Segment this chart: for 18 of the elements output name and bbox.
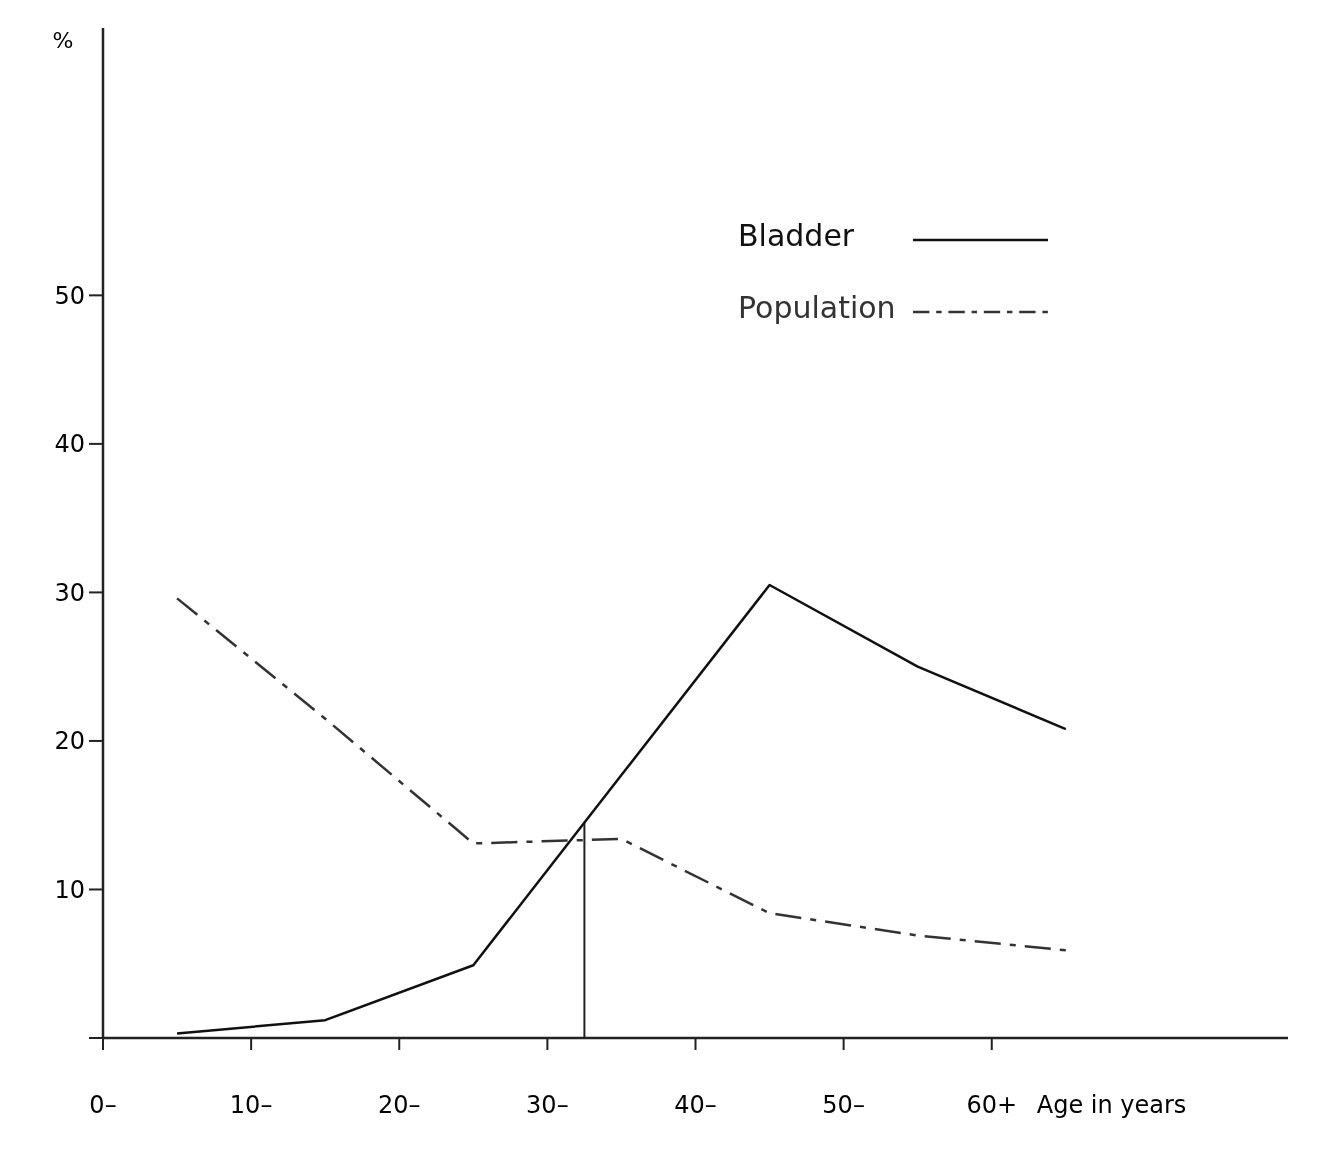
legend-label: Bladder: [738, 218, 855, 253]
x-tick-label: 50–: [822, 1091, 865, 1119]
y-tick-label: 50: [54, 281, 85, 310]
legend-label: Population: [738, 290, 896, 325]
x-tick-label: 20–: [377, 1091, 421, 1119]
x-axis-title: Age in years: [1036, 1091, 1187, 1119]
y-axis-title: %: [52, 28, 74, 53]
y-tick-label: 40: [54, 430, 85, 459]
line-series: [175, 597, 1068, 952]
x-tick-label: 0–: [89, 1091, 117, 1119]
y-tick-label: 30: [54, 578, 85, 607]
y-tick-label: 10: [54, 875, 85, 904]
x-tick-label: 30–: [526, 1091, 569, 1119]
x-tick-label: 10–: [229, 1091, 273, 1119]
y-tick-label: 20: [54, 727, 85, 756]
x-tick-label: 40–: [674, 1091, 717, 1119]
line-series: [175, 583, 1068, 1035]
x-tick-label: 60+: [966, 1091, 1018, 1119]
